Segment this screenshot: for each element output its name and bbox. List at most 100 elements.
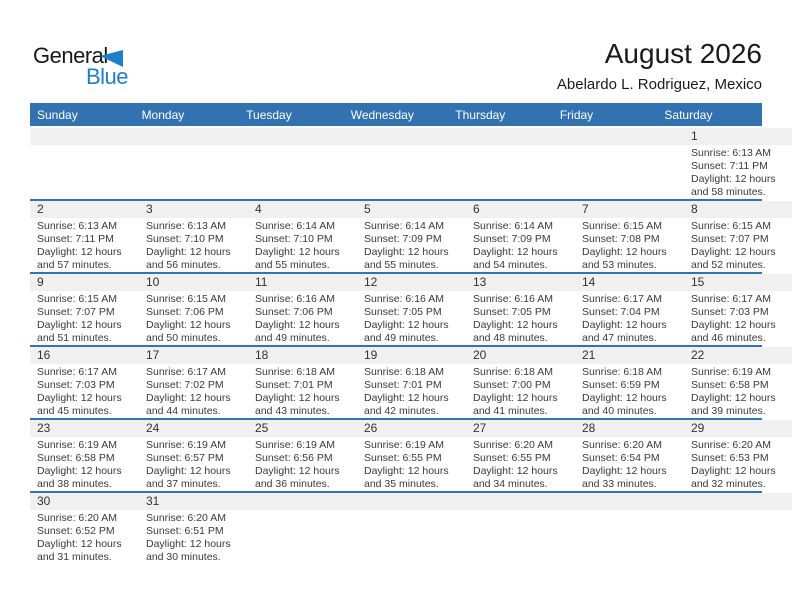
day-number xyxy=(357,128,466,145)
day-details: Sunrise: 6:16 AM Sunset: 7:05 PM Daylight:… xyxy=(357,291,466,345)
daylight-text: Daylight: 12 hours and 42 minutes. xyxy=(364,392,449,417)
day-details: Sunrise: 6:18 AM Sunset: 7:01 PM Daylight:… xyxy=(357,364,466,418)
day-cell-2: 2 Sunrise: 6:13 AM Sunset: 7:11 PM Daylight… xyxy=(30,201,139,272)
sunset-text: Sunset: 7:10 PM xyxy=(146,233,224,245)
day-details xyxy=(357,145,466,147)
sunrise-text: Sunrise: 6:19 AM xyxy=(37,439,117,451)
daylight-text: Daylight: 12 hours and 58 minutes. xyxy=(691,173,776,198)
daylight-text: Daylight: 12 hours and 36 minutes. xyxy=(255,465,340,490)
sunrise-text: Sunrise: 6:17 AM xyxy=(37,366,117,378)
sunrise-text: Sunrise: 6:16 AM xyxy=(473,293,553,305)
sunset-text: Sunset: 6:55 PM xyxy=(364,452,442,464)
sunset-text: Sunset: 7:11 PM xyxy=(691,160,768,172)
day-cell-14: 14 Sunrise: 6:17 AM Sunset: 7:04 PM Dayligh… xyxy=(575,274,684,345)
daylight-text: Daylight: 12 hours and 37 minutes. xyxy=(146,465,231,490)
sunset-text: Sunset: 7:08 PM xyxy=(582,233,660,245)
sunset-text: Sunset: 6:55 PM xyxy=(473,452,551,464)
day-details: Sunrise: 6:16 AM Sunset: 7:05 PM Daylight:… xyxy=(466,291,575,345)
day-cell-27: 27 Sunrise: 6:20 AM Sunset: 6:55 PM Dayligh… xyxy=(466,420,575,491)
empty-day-cell xyxy=(575,493,684,564)
day-details: Sunrise: 6:19 AM Sunset: 6:56 PM Daylight:… xyxy=(248,437,357,491)
sunset-text: Sunset: 7:05 PM xyxy=(364,306,442,318)
daylight-text: Daylight: 12 hours and 49 minutes. xyxy=(255,319,340,344)
day-details xyxy=(30,145,139,147)
day-details: Sunrise: 6:20 AM Sunset: 6:51 PM Daylight:… xyxy=(139,510,248,564)
day-cell-29: 29 Sunrise: 6:20 AM Sunset: 6:53 PM Dayligh… xyxy=(684,420,792,491)
day-cell-16: 16 Sunrise: 6:17 AM Sunset: 7:03 PM Dayligh… xyxy=(30,347,139,418)
sunrise-text: Sunrise: 6:19 AM xyxy=(146,439,226,451)
day-cell-7: 7 Sunrise: 6:15 AM Sunset: 7:08 PM Daylight… xyxy=(575,201,684,272)
sunset-text: Sunset: 7:03 PM xyxy=(691,306,769,318)
daylight-text: Daylight: 12 hours and 50 minutes. xyxy=(146,319,231,344)
day-details: Sunrise: 6:20 AM Sunset: 6:52 PM Daylight:… xyxy=(30,510,139,564)
sunset-text: Sunset: 7:00 PM xyxy=(473,379,551,391)
empty-day-cell xyxy=(575,128,684,199)
sunrise-text: Sunrise: 6:13 AM xyxy=(146,220,226,232)
sunrise-text: Sunrise: 6:16 AM xyxy=(364,293,444,305)
sunrise-text: Sunrise: 6:13 AM xyxy=(691,147,771,159)
day-number: 7 xyxy=(575,201,684,218)
empty-day-cell xyxy=(139,128,248,199)
day-details: Sunrise: 6:20 AM Sunset: 6:55 PM Daylight:… xyxy=(466,437,575,491)
day-number: 1 xyxy=(684,128,792,145)
daylight-text: Daylight: 12 hours and 43 minutes. xyxy=(255,392,340,417)
week-row: 9 Sunrise: 6:15 AM Sunset: 7:07 PM Daylight… xyxy=(30,274,792,347)
sunset-text: Sunset: 7:07 PM xyxy=(691,233,769,245)
day-details xyxy=(139,145,248,147)
sunrise-text: Sunrise: 6:14 AM xyxy=(255,220,335,232)
daylight-text: Daylight: 12 hours and 48 minutes. xyxy=(473,319,558,344)
sunrise-text: Sunrise: 6:17 AM xyxy=(582,293,662,305)
day-cell-26: 26 Sunrise: 6:19 AM Sunset: 6:55 PM Dayligh… xyxy=(357,420,466,491)
daylight-text: Daylight: 12 hours and 44 minutes. xyxy=(146,392,231,417)
sunrise-text: Sunrise: 6:16 AM xyxy=(255,293,335,305)
week-row: 23 Sunrise: 6:19 AM Sunset: 6:58 PM Dayligh… xyxy=(30,420,792,493)
day-number xyxy=(30,128,139,145)
sunrise-text: Sunrise: 6:15 AM xyxy=(37,293,117,305)
day-number: 20 xyxy=(466,347,575,364)
day-details xyxy=(575,510,684,512)
day-details: Sunrise: 6:20 AM Sunset: 6:54 PM Daylight:… xyxy=(575,437,684,491)
daylight-text: Daylight: 12 hours and 40 minutes. xyxy=(582,392,667,417)
day-details: Sunrise: 6:13 AM Sunset: 7:11 PM Daylight:… xyxy=(30,218,139,272)
daylight-text: Daylight: 12 hours and 33 minutes. xyxy=(582,465,667,490)
weekday-header-monday: Monday xyxy=(141,107,185,122)
sunrise-text: Sunrise: 6:19 AM xyxy=(364,439,444,451)
sunset-text: Sunset: 6:56 PM xyxy=(255,452,333,464)
empty-day-cell xyxy=(248,128,357,199)
day-cell-31: 31 Sunrise: 6:20 AM Sunset: 6:51 PM Dayligh… xyxy=(139,493,248,564)
day-cell-17: 17 Sunrise: 6:17 AM Sunset: 7:02 PM Dayligh… xyxy=(139,347,248,418)
day-cell-24: 24 Sunrise: 6:19 AM Sunset: 6:57 PM Dayligh… xyxy=(139,420,248,491)
day-cell-10: 10 Sunrise: 6:15 AM Sunset: 7:06 PM Dayligh… xyxy=(139,274,248,345)
sunset-text: Sunset: 6:58 PM xyxy=(691,379,769,391)
daylight-text: Daylight: 12 hours and 55 minutes. xyxy=(255,246,340,271)
sunset-text: Sunset: 6:53 PM xyxy=(691,452,769,464)
sunset-text: Sunset: 6:51 PM xyxy=(146,525,224,537)
day-number: 19 xyxy=(357,347,466,364)
day-number: 8 xyxy=(684,201,792,218)
sunset-text: Sunset: 7:06 PM xyxy=(255,306,333,318)
sunrise-text: Sunrise: 6:18 AM xyxy=(473,366,553,378)
sunset-text: Sunset: 7:05 PM xyxy=(473,306,551,318)
daylight-text: Daylight: 12 hours and 34 minutes. xyxy=(473,465,558,490)
sunrise-text: Sunrise: 6:17 AM xyxy=(691,293,771,305)
day-number: 6 xyxy=(466,201,575,218)
day-cell-18: 18 Sunrise: 6:18 AM Sunset: 7:01 PM Dayligh… xyxy=(248,347,357,418)
sunset-text: Sunset: 6:54 PM xyxy=(582,452,660,464)
day-details: Sunrise: 6:17 AM Sunset: 7:03 PM Daylight:… xyxy=(684,291,792,345)
day-details: Sunrise: 6:19 AM Sunset: 6:58 PM Daylight:… xyxy=(30,437,139,491)
day-cell-11: 11 Sunrise: 6:16 AM Sunset: 7:06 PM Dayligh… xyxy=(248,274,357,345)
day-cell-30: 30 Sunrise: 6:20 AM Sunset: 6:52 PM Dayligh… xyxy=(30,493,139,564)
day-cell-3: 3 Sunrise: 6:13 AM Sunset: 7:10 PM Daylight… xyxy=(139,201,248,272)
day-number: 30 xyxy=(30,493,139,510)
day-details: Sunrise: 6:19 AM Sunset: 6:58 PM Daylight:… xyxy=(684,364,792,418)
sunrise-text: Sunrise: 6:13 AM xyxy=(37,220,117,232)
day-details: Sunrise: 6:18 AM Sunset: 6:59 PM Daylight:… xyxy=(575,364,684,418)
day-number xyxy=(248,128,357,145)
day-details: Sunrise: 6:17 AM Sunset: 7:03 PM Daylight:… xyxy=(30,364,139,418)
sunrise-text: Sunrise: 6:20 AM xyxy=(582,439,662,451)
logo-blue-text: Blue xyxy=(86,64,129,89)
day-number xyxy=(466,128,575,145)
day-details: Sunrise: 6:20 AM Sunset: 6:53 PM Daylight:… xyxy=(684,437,792,491)
week-row: 30 Sunrise: 6:20 AM Sunset: 6:52 PM Dayligh… xyxy=(30,493,792,564)
day-number: 9 xyxy=(30,274,139,291)
